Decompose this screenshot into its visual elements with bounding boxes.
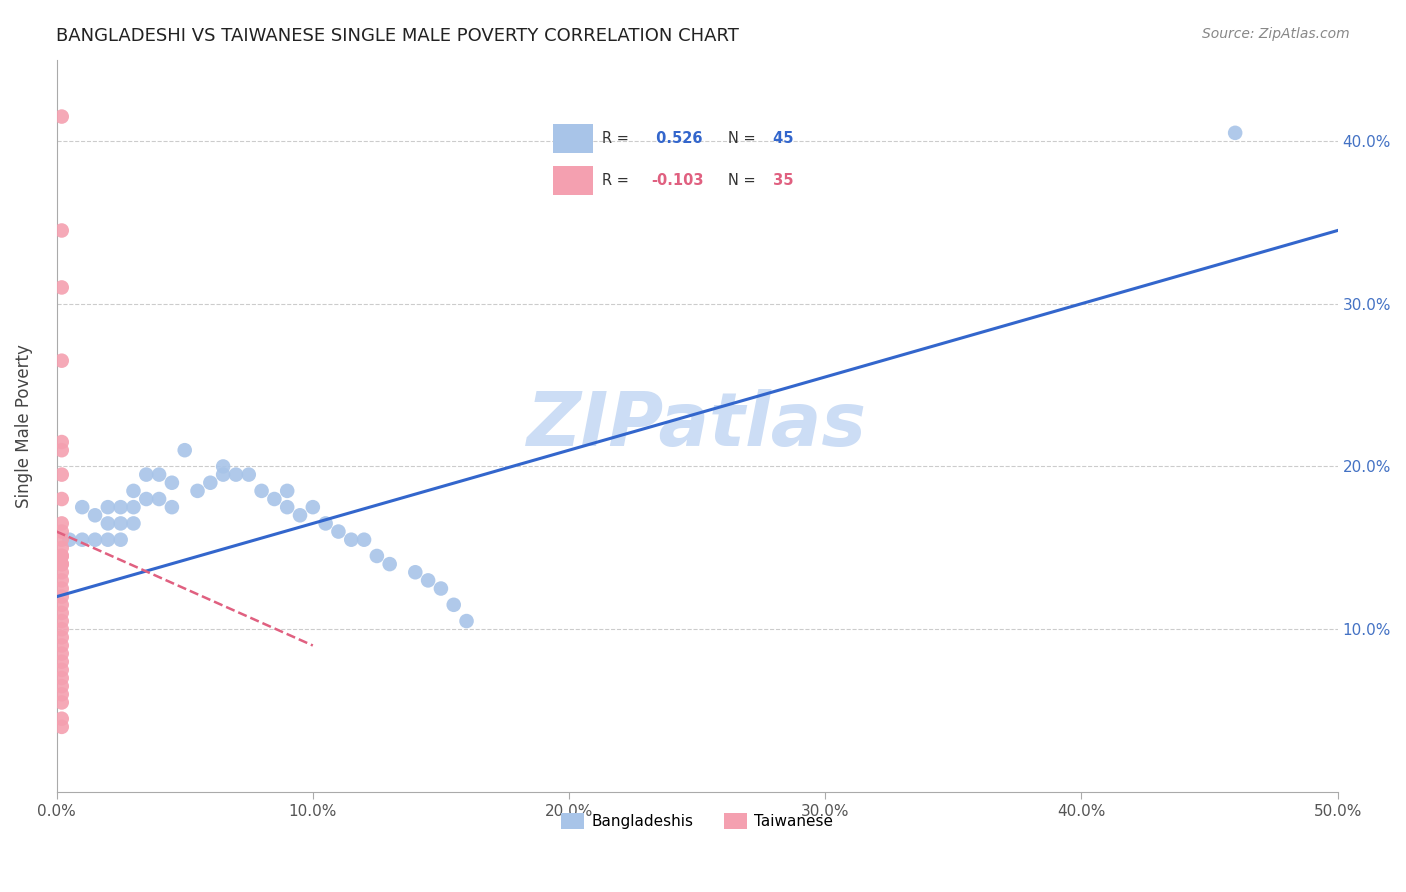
Point [51, 549, 73, 563]
Point [51, 720, 73, 734]
Point [160, 475, 183, 490]
Point [135, 467, 157, 482]
Point [288, 508, 311, 523]
Point [110, 533, 132, 547]
Point [51, 541, 73, 555]
Point [301, 500, 323, 515]
Point [97, 516, 120, 531]
Point [51, 679, 73, 693]
Point [51, 687, 73, 701]
Point [51, 574, 73, 588]
Point [70, 500, 93, 515]
Point [51, 622, 73, 636]
Point [276, 500, 298, 515]
Point [51, 491, 73, 506]
Point [110, 500, 132, 515]
Y-axis label: Single Male Poverty: Single Male Poverty [15, 343, 32, 508]
Point [51, 524, 73, 539]
Point [250, 483, 273, 498]
Point [135, 491, 157, 506]
Point [238, 467, 260, 482]
Point [51, 631, 73, 645]
Point [148, 491, 170, 506]
Point [51, 639, 73, 653]
Point [122, 483, 145, 498]
Point [328, 524, 350, 539]
Point [51, 614, 73, 628]
Point [443, 598, 465, 612]
Point [148, 467, 170, 482]
Point [51, 549, 73, 563]
Text: ZIPatlas: ZIPatlas [527, 389, 868, 462]
Point [51, 435, 73, 450]
Point [51, 647, 73, 661]
Point [212, 467, 235, 482]
Point [200, 475, 222, 490]
Point [51, 353, 73, 368]
Point [51, 582, 73, 596]
Point [51, 663, 73, 677]
Point [186, 483, 208, 498]
Point [353, 533, 375, 547]
Point [456, 614, 478, 628]
Point [430, 582, 453, 596]
Point [70, 533, 93, 547]
Point [97, 533, 120, 547]
Text: Source: ZipAtlas.com: Source: ZipAtlas.com [1202, 27, 1350, 41]
Point [340, 533, 363, 547]
Point [160, 500, 183, 515]
Point [51, 533, 73, 547]
Point [51, 712, 73, 726]
Point [84, 533, 107, 547]
Point [315, 516, 337, 531]
Point [51, 695, 73, 709]
Point [276, 483, 298, 498]
Point [51, 223, 73, 237]
Point [51, 590, 73, 604]
Point [416, 574, 439, 588]
Point [51, 566, 73, 580]
Point [173, 443, 195, 458]
Point [404, 566, 426, 580]
Point [263, 491, 285, 506]
Point [51, 606, 73, 620]
Point [51, 655, 73, 669]
Point [84, 508, 107, 523]
Point [122, 500, 145, 515]
Point [1223, 126, 1246, 140]
Point [51, 557, 73, 571]
Point [97, 500, 120, 515]
Point [122, 516, 145, 531]
Point [110, 516, 132, 531]
Point [51, 516, 73, 531]
Point [51, 110, 73, 124]
Point [51, 443, 73, 458]
Point [51, 280, 73, 294]
Text: BANGLADESHI VS TAIWANESE SINGLE MALE POVERTY CORRELATION CHART: BANGLADESHI VS TAIWANESE SINGLE MALE POV… [56, 27, 740, 45]
Point [225, 467, 247, 482]
Legend: Bangladeshis, Taiwanese: Bangladeshis, Taiwanese [555, 807, 839, 836]
Point [51, 671, 73, 685]
Point [212, 459, 235, 474]
Point [51, 557, 73, 571]
Point [58, 533, 80, 547]
Point [378, 557, 401, 571]
Point [366, 549, 388, 563]
Point [51, 598, 73, 612]
Point [51, 467, 73, 482]
